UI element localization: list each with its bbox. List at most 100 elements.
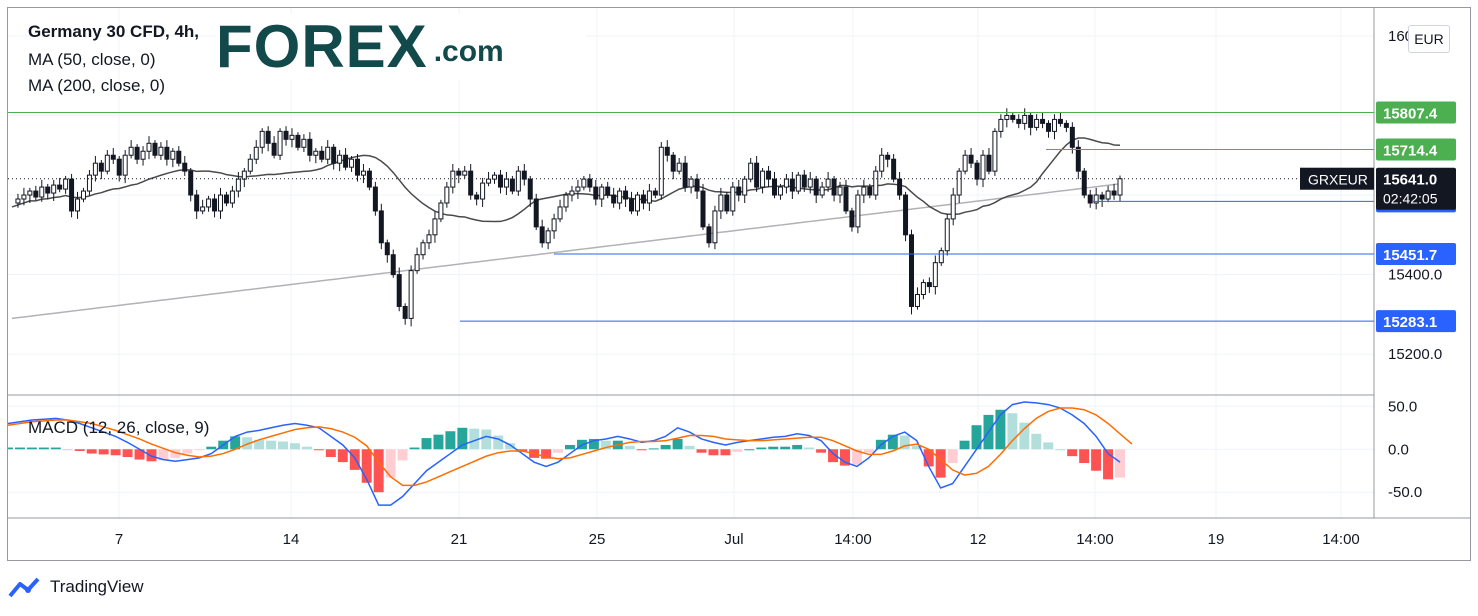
candle-down[interactable]	[110, 154, 116, 160]
candle-up[interactable]	[277, 130, 283, 156]
candle-down[interactable]	[366, 170, 372, 188]
candle-up[interactable]	[170, 150, 176, 160]
candle-down[interactable]	[1075, 146, 1081, 172]
candle-down[interactable]	[1081, 170, 1087, 196]
candle-up[interactable]	[599, 186, 605, 200]
candle-up[interactable]	[658, 146, 664, 196]
candle-down[interactable]	[1099, 194, 1105, 200]
candle-up[interactable]	[80, 190, 86, 200]
candle-down[interactable]	[57, 184, 63, 190]
candle-up[interactable]	[492, 174, 498, 180]
candle-down[interactable]	[1057, 118, 1063, 124]
candle-down[interactable]	[176, 150, 182, 164]
candle-up[interactable]	[569, 190, 575, 196]
candle-up[interactable]	[206, 198, 212, 208]
candle-up[interactable]	[855, 194, 861, 228]
candle-down[interactable]	[629, 198, 635, 212]
candle-up[interactable]	[1117, 178, 1123, 196]
candle-down[interactable]	[456, 170, 462, 176]
candle-down[interactable]	[611, 194, 617, 204]
candle-down[interactable]	[223, 194, 229, 204]
candle-up[interactable]	[289, 134, 295, 140]
candle-down[interactable]	[212, 198, 218, 212]
candle-up[interactable]	[861, 186, 867, 196]
candle-down[interactable]	[98, 162, 104, 172]
candle-up[interactable]	[360, 170, 366, 176]
candle-up[interactable]	[873, 170, 879, 196]
price-chart-svg[interactable]: 7142125Jul14:001214:001914:0016000.01540…	[8, 8, 1470, 560]
candle-up[interactable]	[545, 230, 551, 244]
candle-down[interactable]	[682, 162, 688, 188]
candle-down[interactable]	[533, 198, 539, 228]
candle-down[interactable]	[271, 142, 277, 156]
candle-down[interactable]	[867, 186, 873, 196]
candle-up[interactable]	[1034, 118, 1040, 128]
candle-down[interactable]	[402, 305, 408, 319]
candle-down[interactable]	[152, 142, 158, 156]
candle-up[interactable]	[503, 178, 509, 188]
candle-up[interactable]	[950, 194, 956, 220]
candle-up[interactable]	[1004, 114, 1010, 120]
candle-up[interactable]	[438, 202, 444, 220]
candle-up[interactable]	[462, 170, 468, 176]
candle-up[interactable]	[313, 150, 319, 156]
candle-down[interactable]	[1087, 194, 1093, 204]
candle-down[interactable]	[319, 150, 325, 160]
candle-up[interactable]	[980, 154, 986, 180]
candle-up[interactable]	[414, 254, 420, 272]
candle-up[interactable]	[128, 146, 134, 156]
candle-down[interactable]	[45, 186, 51, 194]
candle-up[interactable]	[1022, 114, 1028, 124]
candle-up[interactable]	[1105, 190, 1111, 200]
candle-up[interactable]	[956, 170, 962, 196]
candle-up[interactable]	[122, 154, 128, 176]
candle-up[interactable]	[259, 130, 265, 148]
candle-down[interactable]	[903, 194, 909, 236]
candle-down[interactable]	[307, 138, 313, 156]
candle-up[interactable]	[480, 182, 486, 200]
candle-up[interactable]	[914, 294, 920, 307]
candle-up[interactable]	[998, 118, 1004, 132]
candle-up[interactable]	[617, 190, 623, 204]
candle-up[interactable]	[634, 194, 640, 212]
chart-frame[interactable]: 7142125Jul14:001214:001914:0016000.01540…	[7, 7, 1471, 561]
candle-up[interactable]	[932, 262, 938, 288]
candle-up[interactable]	[992, 130, 998, 172]
candle-up[interactable]	[676, 162, 682, 172]
candle-up[interactable]	[879, 154, 885, 172]
candle-down[interactable]	[652, 190, 658, 196]
candle-down[interactable]	[265, 130, 271, 144]
candle-up[interactable]	[1093, 194, 1099, 204]
candle-down[interactable]	[1016, 118, 1022, 124]
candle-up[interactable]	[712, 210, 718, 244]
candle-up[interactable]	[551, 218, 557, 232]
candle-down[interactable]	[1046, 122, 1052, 132]
candle-down[interactable]	[789, 178, 795, 192]
candle-up[interactable]	[92, 162, 98, 176]
candle-up[interactable]	[742, 178, 748, 196]
candle-up[interactable]	[575, 186, 581, 192]
candle-down[interactable]	[468, 170, 474, 196]
candle-down[interactable]	[700, 190, 706, 228]
candle-down[interactable]	[188, 170, 194, 196]
candle-down[interactable]	[670, 154, 676, 172]
candle-up[interactable]	[920, 282, 926, 296]
candle-up[interactable]	[235, 178, 241, 192]
candle-up[interactable]	[420, 242, 426, 256]
candle-down[interactable]	[527, 178, 533, 200]
candle-up[interactable]	[146, 142, 152, 152]
candle-down[interactable]	[909, 234, 915, 307]
candle-down[interactable]	[1111, 190, 1117, 196]
candle-up[interactable]	[241, 170, 247, 180]
candle-down[interactable]	[396, 274, 402, 307]
candle-up[interactable]	[140, 150, 146, 160]
candle-down[interactable]	[605, 186, 611, 196]
candle-down[interactable]	[1028, 114, 1034, 128]
candle-down[interactable]	[331, 146, 337, 164]
candle-down[interactable]	[587, 178, 593, 188]
candle-up[interactable]	[15, 198, 21, 204]
candle-down[interactable]	[283, 130, 289, 140]
candle-up[interactable]	[301, 138, 307, 148]
candle-down[interactable]	[390, 254, 396, 276]
candle-down[interactable]	[33, 190, 39, 198]
